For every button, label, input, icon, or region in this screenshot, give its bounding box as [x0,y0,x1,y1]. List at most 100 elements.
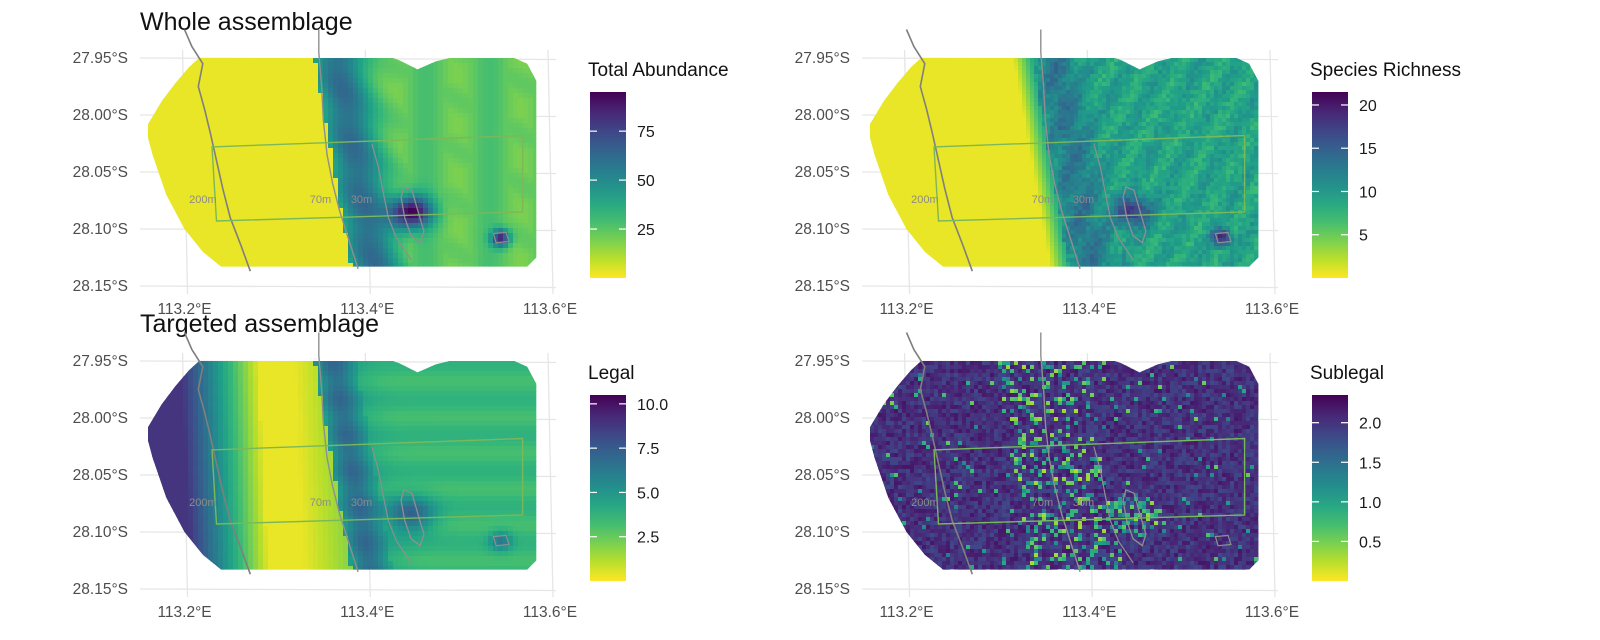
study-area-box [211,134,524,222]
legend-tick-label: 75 [637,124,655,141]
lat-gridline [861,285,1279,289]
legend-tick-label: 5.0 [637,485,659,502]
contour-70m [1040,29,1081,270]
lon-tick-label: 113.6°E [523,301,577,318]
depth-label: 200m [189,194,217,206]
lat-tick-label: 28.00°S [795,107,850,124]
depth-label: 30m [351,194,372,206]
heatmap-raster [148,58,537,267]
lat-tick-label: 27.95°S [795,50,850,67]
lat-tick-label: 28.00°S [73,107,128,124]
heatmap-raster [148,361,537,570]
lat-tick-label: 28.10°S [795,524,850,541]
contour-70m [318,332,359,573]
depth-label: 200m [911,497,939,509]
depth-label: 70m [1032,497,1053,509]
lon-gridline [1269,49,1276,295]
study-area-box [211,437,524,525]
small-reef-contour [492,231,510,244]
legend-tick-label: 10.0 [637,397,668,414]
heatmap-raster [870,361,1259,570]
legend-colorbar [590,395,626,581]
lon-tick-label: 113.4°E [340,604,394,621]
study-area-box [933,134,1246,222]
lon-gridline [547,49,554,295]
contour-30m [371,143,412,261]
depth-label: 70m [310,497,331,509]
legend-tick-label: 20 [1359,98,1377,115]
contour-200m-line [183,332,252,575]
section-title-targeted: Targeted assemblage [140,310,380,338]
lat-gridline [139,285,557,289]
lon-tick-label: 113.6°E [1245,604,1299,621]
lon-tick-label: 113.4°E [1062,604,1116,621]
contour-30m [371,446,412,564]
legend-title: Sublegal [1310,363,1384,384]
lat-tick-label: 28.05°S [73,164,128,181]
lat-tick-label: 28.15°S [795,278,850,295]
legend-tick-label: 1.5 [1359,455,1381,472]
lat-tick-label: 28.05°S [73,467,128,484]
legend-title: Total Abundance [588,60,729,81]
lon-tick-label: 113.6°E [523,604,577,621]
legend-tick-label: 7.5 [637,441,659,458]
legend-title: Legal [588,363,635,384]
depth-label: 30m [351,497,372,509]
legend-colorbar [1312,395,1348,581]
legend-tick-label: 50 [637,173,655,190]
small-reef-contour [1214,231,1232,244]
legend-colorbar [1312,92,1348,278]
map-panel-total-abundance: 200m 70m 30m 27.95°S 28.00°S 28.05°S 28.10°S 28… [0,29,729,326]
lat-gridline [139,588,557,592]
map-panel-species-richness: 200m 70m 30m 27.95°S 28.00°S 28.05°S 28.10°S 28… [722,29,1461,326]
depth-label: 200m [911,194,939,206]
reef-contour [1122,488,1147,547]
legend-tick-label: 1.0 [1359,495,1381,512]
lat-tick-label: 28.05°S [795,467,850,484]
lat-tick-label: 28.00°S [73,410,128,427]
contour-70m [1040,332,1081,573]
lon-gridline [547,352,554,598]
legend-tick-label: 0.5 [1359,534,1381,551]
lat-tick-label: 27.95°S [73,50,128,67]
lat-tick-label: 28.10°S [73,221,128,238]
legend-title: Species Richness [1310,60,1461,81]
reef-contour [1122,185,1147,244]
lat-tick-label: 27.95°S [795,353,850,370]
lon-tick-label: 113.2°E [879,301,933,318]
lat-tick-label: 28.15°S [73,278,128,295]
contour-70m [318,29,359,270]
depth-label: 70m [1032,194,1053,206]
contour-30m [1093,143,1134,261]
lat-tick-label: 28.15°S [795,581,850,598]
legend-tick-label: 25 [637,222,655,239]
depth-label: 30m [1073,497,1094,509]
reef-contour [400,185,425,244]
contour-30m [1093,446,1134,564]
lon-tick-label: 113.4°E [1062,301,1116,318]
lat-tick-label: 28.10°S [795,221,850,238]
map-panel-legal: 200m 70m 30m 27.95°S 28.00°S 28.05°S 28.10°S 28… [0,332,722,629]
legend-tick-label: 5 [1359,228,1368,245]
legend-tick-label: 15 [1359,141,1377,158]
legend-colorbar [590,92,626,278]
lat-tick-label: 28.15°S [73,581,128,598]
lon-tick-label: 113.2°E [879,604,933,621]
lat-tick-label: 27.95°S [73,353,128,370]
lon-tick-label: 113.6°E [1245,301,1299,318]
contour-200m-line [905,332,974,575]
heatmap-raster [870,58,1259,267]
lat-tick-label: 28.05°S [795,164,850,181]
study-area-box [933,437,1246,525]
small-reef-contour [492,534,510,547]
legend-tick-label: 2.0 [1359,416,1381,433]
contour-200m-line [905,29,974,272]
depth-label: 200m [189,497,217,509]
lon-gridline [1269,352,1276,598]
lat-gridline [861,588,1279,592]
lon-tick-label: 113.4°E [340,301,394,318]
section-title-whole: Whole assemblage [140,8,353,36]
legend-tick-label: 10 [1359,184,1377,201]
depth-label: 70m [310,194,331,206]
lat-tick-label: 28.00°S [795,410,850,427]
